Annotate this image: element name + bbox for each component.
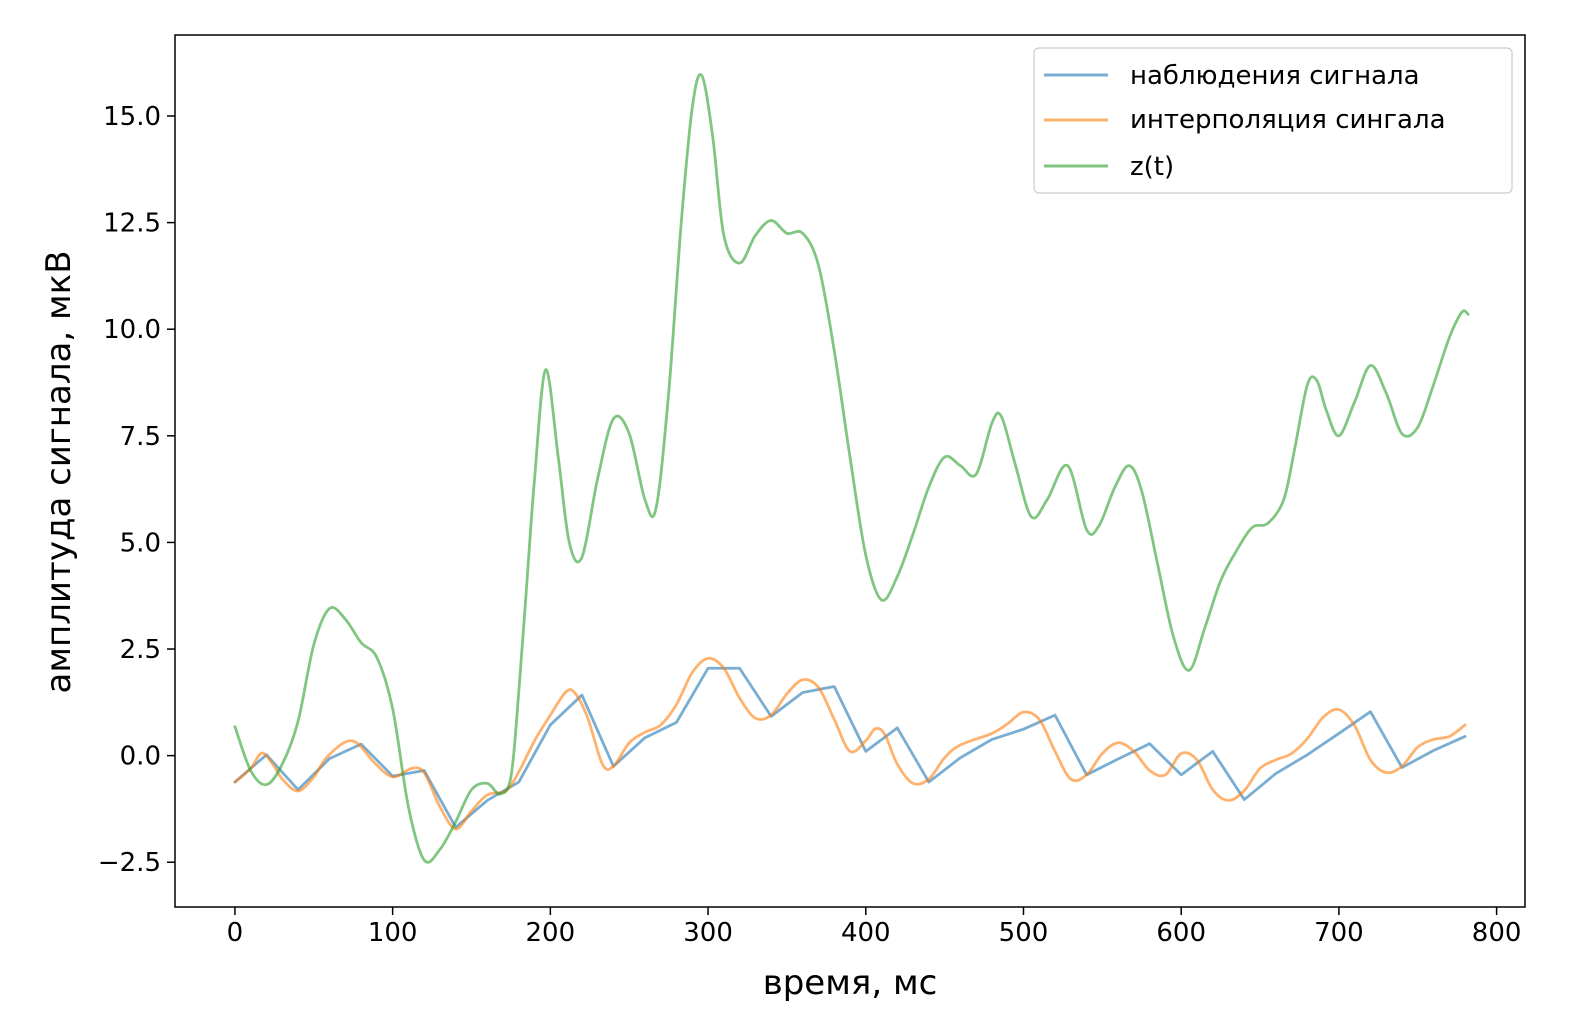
x-tick-label: 100 xyxy=(368,918,418,948)
x-tick-label: 0 xyxy=(227,918,244,948)
series-line-interpolation xyxy=(233,656,1467,831)
y-tick-label: 2.5 xyxy=(120,635,161,665)
x-tick-label: 200 xyxy=(526,918,576,948)
series-line-z xyxy=(233,73,1470,864)
x-tick-label: 500 xyxy=(999,918,1049,948)
legend-label-interpolation: интерполяция сингала xyxy=(1130,105,1446,135)
x-tick-label: 300 xyxy=(683,918,733,948)
x-axis: 0 100 200 300 400 500 600 700 800 xyxy=(227,907,1522,948)
y-tick-label: 5.0 xyxy=(120,528,161,558)
x-tick-label: 400 xyxy=(841,918,891,948)
y-axis-label: амплитуда сигнала, мкВ xyxy=(39,250,79,693)
legend-label-z: z(t) xyxy=(1130,152,1174,182)
x-axis-label: время, мс xyxy=(763,963,938,1003)
legend-box xyxy=(1033,47,1513,194)
y-tick-label: 10.0 xyxy=(103,315,161,345)
y-tick-label: 12.5 xyxy=(103,209,161,239)
y-tick-label: 15.0 xyxy=(103,102,161,132)
x-tick-label: 800 xyxy=(1472,918,1522,948)
legend: наблюдения сигнала интерполяция сингала … xyxy=(1033,47,1513,194)
x-tick-label: 600 xyxy=(1156,918,1206,948)
y-axis: −2.5 0.0 2.5 5.0 7.5 10.0 12.5 15.0 xyxy=(98,102,175,878)
y-tick-label: 7.5 xyxy=(120,422,161,452)
series-layer xyxy=(233,73,1470,864)
series-line-observations xyxy=(233,666,1467,829)
legend-label-observations: наблюдения сигнала xyxy=(1130,61,1420,91)
x-tick-label: 700 xyxy=(1314,918,1364,948)
y-tick-label: −2.5 xyxy=(98,848,161,878)
y-tick-label: 0.0 xyxy=(120,742,161,772)
